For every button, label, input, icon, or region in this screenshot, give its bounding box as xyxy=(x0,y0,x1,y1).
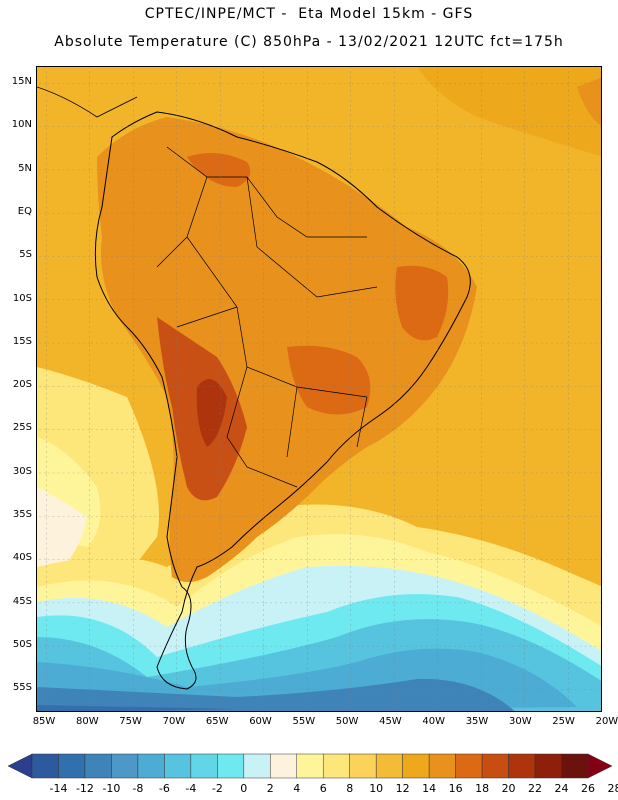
lat-label: 15S xyxy=(12,335,32,347)
colorbar-tick-label: -10 xyxy=(102,782,121,795)
colorbar-tick-label: 12 xyxy=(395,782,410,795)
colorbar xyxy=(8,753,612,779)
colorbar-swatch xyxy=(190,753,218,779)
colorbar-swatch xyxy=(243,753,271,779)
lon-label: 20W xyxy=(595,716,618,727)
lat-label: 10S xyxy=(12,292,32,304)
lon-label: 55W xyxy=(292,716,316,727)
colorbar-tick-label: 0 xyxy=(240,782,248,795)
lon-label: 80W xyxy=(75,716,99,727)
colorbar-swatch xyxy=(137,753,165,779)
lat-label: 30S xyxy=(12,465,32,477)
lat-label: 5N xyxy=(18,162,32,174)
colorbar-tick-label: 4 xyxy=(293,782,301,795)
colorbar-swatch xyxy=(481,753,509,779)
colorbar-swatch xyxy=(322,753,350,779)
colorbar-tick-label: -8 xyxy=(132,782,144,795)
lat-label: 20S xyxy=(12,379,32,391)
lon-label: 60W xyxy=(249,716,272,727)
lat-label: 10N xyxy=(11,119,32,131)
lat-label: 15N xyxy=(11,76,32,87)
map-canvas xyxy=(37,67,601,711)
colorbar-swatch xyxy=(428,753,456,779)
colorbar-tick-label: 22 xyxy=(528,782,543,795)
colorbar-swatch xyxy=(58,753,86,779)
lon-label: 35W xyxy=(465,716,489,727)
colorbar-swatch xyxy=(84,753,112,779)
colorbar-tick-label: 24 xyxy=(554,782,569,795)
colorbar-tick-label: 28 xyxy=(607,782,618,795)
colorbar-tick-label: -2 xyxy=(211,782,223,795)
lat-label: 55S xyxy=(12,682,32,694)
lon-label: 75W xyxy=(119,716,142,727)
lat-label: 45S xyxy=(12,595,32,607)
colorbar-tick-label: -12 xyxy=(75,782,94,795)
colorbar-swatch xyxy=(375,753,403,779)
colorbar-swatch xyxy=(31,753,59,779)
temperature-map xyxy=(36,66,602,712)
colorbar-swatch xyxy=(561,753,589,779)
lat-label: 5S xyxy=(19,249,32,261)
colorbar-swatch xyxy=(111,753,139,779)
lat-label: 25S xyxy=(12,422,32,434)
colorbar-swatch xyxy=(508,753,536,779)
colorbar-tick-label: 20 xyxy=(501,782,516,795)
colorbar-swatch xyxy=(402,753,430,779)
colorbar-swatch xyxy=(217,753,245,779)
colorbar-tick-label: -6 xyxy=(158,782,170,795)
colorbar-swatch xyxy=(296,753,324,779)
lon-label: 30W xyxy=(508,716,532,727)
colorbar-tick-label: 18 xyxy=(475,782,490,795)
colorbar-tick-label: 26 xyxy=(581,782,595,795)
colorbar-low-arrow xyxy=(8,753,33,779)
lon-label: 45W xyxy=(379,716,402,727)
colorbar-swatch xyxy=(270,753,298,779)
lon-label: 50W xyxy=(335,716,359,727)
lat-label: 50S xyxy=(12,638,32,650)
colorbar-high-arrow xyxy=(587,753,612,779)
colorbar-tick-label: 16 xyxy=(448,782,463,795)
lat-label: 40S xyxy=(12,552,32,564)
colorbar-swatch xyxy=(164,753,192,779)
chart-title-line1: CPTEC/INPE/MCT - Eta Model 15km - GFS xyxy=(144,6,474,22)
lat-label: 35S xyxy=(12,509,32,520)
lon-label: 40W xyxy=(422,716,445,727)
lon-label: 85W xyxy=(32,716,56,727)
colorbar-tick-label: 6 xyxy=(319,782,327,795)
lat-label: EQ xyxy=(17,205,32,217)
colorbar-swatch xyxy=(455,753,483,779)
colorbar-tick-label: -4 xyxy=(185,782,197,795)
colorbar-tick-label: 8 xyxy=(346,782,354,795)
lon-label: 25W xyxy=(552,716,575,727)
colorbar-tick-label: 2 xyxy=(266,782,274,795)
lon-label: 65W xyxy=(205,716,229,727)
colorbar-tick-label: 14 xyxy=(422,782,437,795)
lon-label: 70W xyxy=(162,716,186,727)
lat-lon-grid xyxy=(37,67,601,711)
chart-title-line2: Absolute Temperature (C) 850hPa - 13/02/… xyxy=(54,34,564,50)
colorbar-swatch xyxy=(534,753,562,779)
colorbar-tick-label: -14 xyxy=(49,782,68,795)
colorbar-swatch xyxy=(349,753,377,779)
colorbar-tick-label: 10 xyxy=(369,782,384,795)
